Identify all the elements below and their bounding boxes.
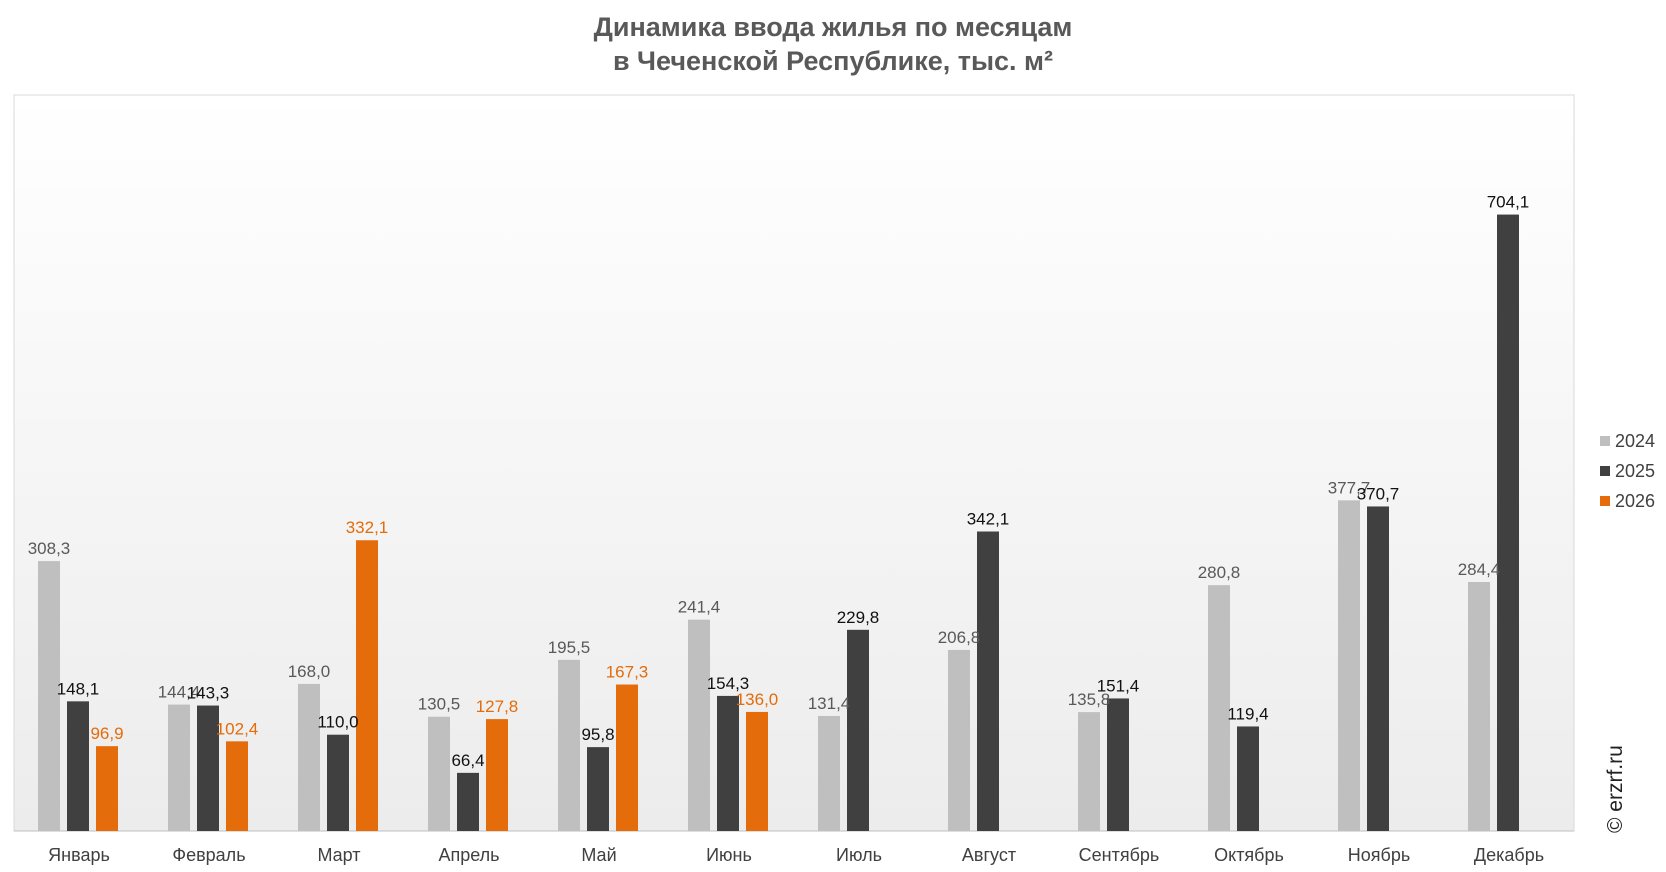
bar-2024-1	[38, 561, 60, 831]
legend-swatch-2026	[1600, 496, 1610, 506]
bar-2025-1	[67, 701, 89, 831]
data-label-2026-5: 167,3	[606, 663, 649, 682]
bar-2024-2	[168, 704, 190, 831]
data-label-2024-4: 130,5	[418, 695, 461, 714]
x-tick-label-7: Июль	[836, 845, 882, 865]
bar-2026-3	[356, 540, 378, 831]
chart-title-line-2: в Чеченской Республике, тыс. м²	[612, 46, 1054, 76]
legend: 2024 2025 2026	[1600, 431, 1655, 511]
data-label-2026-2: 102,4	[216, 719, 259, 738]
x-tick-label-4: Апрель	[438, 845, 499, 865]
data-label-2024-6: 241,4	[678, 598, 721, 617]
bar-2024-11	[1338, 500, 1360, 831]
data-label-2025-11: 370,7	[1357, 484, 1400, 503]
data-label-2024-5: 195,5	[548, 638, 591, 657]
x-tick-label-5: Май	[581, 845, 616, 865]
data-label-2025-1: 148,1	[57, 679, 100, 698]
plot-area	[13, 94, 1575, 832]
chart-title: Динамика ввода жилья по месяцам в Чеченс…	[0, 10, 1666, 78]
data-label-2024-3: 168,0	[288, 662, 331, 681]
data-label-2024-10: 280,8	[1198, 563, 1241, 582]
x-tick-label-9: Сентябрь	[1079, 845, 1160, 865]
bar-2026-1	[96, 746, 118, 831]
bar-2025-12	[1497, 214, 1519, 832]
data-label-2025-12: 704,1	[1487, 193, 1530, 212]
bar-2024-12	[1468, 582, 1490, 831]
data-label-2024-9: 135,8	[1068, 690, 1111, 709]
data-label-2025-7: 229,8	[837, 608, 880, 627]
data-label-2025-2: 143,3	[187, 684, 230, 703]
data-label-2025-10: 119,4	[1227, 704, 1268, 723]
bar-2025-6	[717, 695, 739, 831]
data-label-2026-3: 332,1	[346, 518, 389, 537]
legend-label-2024: 2024	[1615, 431, 1655, 451]
bar-2025-11	[1367, 506, 1389, 831]
x-tick-label-1: Январь	[48, 845, 110, 865]
data-label-2026-6: 136,0	[736, 690, 779, 709]
data-label-2025-6: 154,3	[707, 674, 750, 693]
bar-2024-3	[298, 683, 320, 831]
bar-2025-2	[197, 705, 219, 831]
chart-title-line-1: Динамика ввода жилья по месяцам	[593, 12, 1073, 42]
bar-2025-3	[327, 734, 349, 831]
bar-2026-6	[746, 711, 768, 831]
legend-label-2026: 2026	[1615, 491, 1655, 511]
bar-2026-4	[486, 719, 508, 831]
x-tick-labels: Январь Февраль Март Апрель Май Июнь Июль Август…	[48, 845, 1544, 865]
x-tick-label-2: Февраль	[172, 845, 245, 865]
x-tick-label-8: Август	[962, 845, 1016, 865]
bar-2026-5	[616, 684, 638, 831]
data-label-2026-1: 96,9	[90, 724, 123, 743]
x-tick-label-11: Ноябрь	[1348, 845, 1410, 865]
data-label-2025-5: 95,8	[581, 725, 614, 744]
legend-label-2025: 2025	[1615, 461, 1655, 481]
data-label-2024-2: 144,4	[158, 683, 201, 702]
x-tick-label-6: Июнь	[706, 845, 752, 865]
bar-2024-7	[818, 715, 840, 831]
bar-2025-10	[1237, 726, 1259, 831]
x-tick-label-12: Декабрь	[1474, 845, 1544, 865]
bar-2024-5	[558, 659, 580, 831]
data-label-2024-12: 284,4	[1458, 560, 1501, 579]
data-label-2025-4: 66,4	[451, 751, 484, 770]
bar-2025-5	[587, 747, 609, 831]
x-tick-label-10: Октябрь	[1214, 845, 1284, 865]
bar-2024-6	[688, 619, 710, 831]
data-label-2024-8: 206,8	[938, 628, 981, 647]
bar-2024-4	[428, 716, 450, 831]
bar-2025-7	[847, 629, 869, 831]
bars-layer	[38, 214, 1519, 832]
bar-2024-9	[1078, 712, 1100, 831]
data-label-2024-7: 131,4	[808, 694, 851, 713]
data-label-2025-8: 342,1	[967, 509, 1010, 528]
bar-2025-4	[457, 772, 479, 831]
bar-2024-8	[948, 649, 970, 831]
x-tick-label-3: Март	[317, 845, 360, 865]
bar-2026-2	[226, 741, 248, 831]
bar-2024-10	[1208, 585, 1230, 831]
data-label-2025-3: 110,0	[317, 713, 358, 732]
bar-2025-8	[977, 531, 999, 831]
watermark: © erzrf.ru	[1604, 745, 1627, 833]
data-label-2025-9: 151,4	[1097, 676, 1140, 695]
data-label-2024-1: 308,3	[28, 539, 71, 558]
legend-swatch-2024	[1600, 436, 1610, 446]
data-label-2024-11: 377,7	[1328, 478, 1371, 497]
data-label-2026-4: 127,8	[476, 697, 519, 716]
bar-2025-9	[1107, 698, 1129, 831]
legend-swatch-2025	[1600, 466, 1610, 476]
